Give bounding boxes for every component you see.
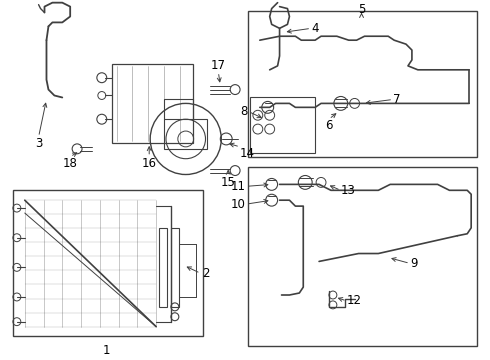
Text: 10: 10 (231, 198, 246, 211)
Text: 6: 6 (325, 119, 333, 132)
Text: 14: 14 (240, 147, 255, 160)
Text: 12: 12 (347, 294, 362, 307)
Bar (164, 119, 207, 149)
Bar (112, 64, 193, 143)
Text: 13: 13 (341, 184, 356, 197)
Text: 17: 17 (211, 59, 226, 72)
Text: 3: 3 (35, 137, 42, 150)
Text: 18: 18 (63, 157, 77, 170)
Bar (13, 190, 202, 337)
Text: 7: 7 (393, 93, 401, 106)
Text: 1: 1 (103, 345, 110, 357)
Bar (159, 228, 167, 307)
Text: 4: 4 (311, 22, 318, 35)
Bar (248, 167, 477, 346)
Bar (248, 10, 477, 157)
Text: 9: 9 (410, 257, 417, 270)
Text: 5: 5 (358, 4, 365, 17)
Text: 15: 15 (221, 176, 236, 189)
Text: 2: 2 (202, 267, 210, 280)
Bar (250, 98, 315, 153)
Text: 8: 8 (241, 105, 248, 118)
Bar (171, 228, 179, 307)
Text: 11: 11 (231, 180, 246, 193)
Text: 16: 16 (142, 157, 157, 170)
